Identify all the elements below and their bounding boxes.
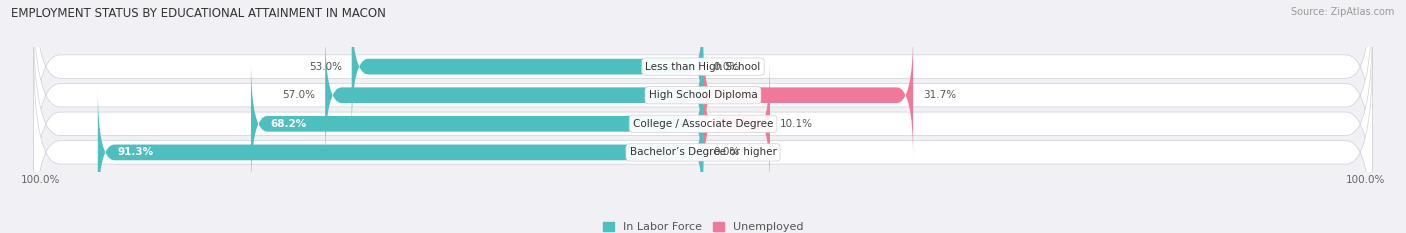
FancyBboxPatch shape bbox=[703, 60, 770, 187]
Text: 91.3%: 91.3% bbox=[118, 147, 153, 158]
FancyBboxPatch shape bbox=[34, 21, 1372, 226]
FancyBboxPatch shape bbox=[325, 32, 703, 159]
Text: 31.7%: 31.7% bbox=[924, 90, 956, 100]
Text: Source: ZipAtlas.com: Source: ZipAtlas.com bbox=[1291, 7, 1395, 17]
Text: 53.0%: 53.0% bbox=[309, 62, 342, 72]
FancyBboxPatch shape bbox=[703, 32, 912, 159]
FancyBboxPatch shape bbox=[34, 0, 1372, 169]
FancyBboxPatch shape bbox=[98, 89, 703, 216]
Text: Less than High School: Less than High School bbox=[645, 62, 761, 72]
Text: 0.0%: 0.0% bbox=[713, 147, 740, 158]
Text: EMPLOYMENT STATUS BY EDUCATIONAL ATTAINMENT IN MACON: EMPLOYMENT STATUS BY EDUCATIONAL ATTAINM… bbox=[11, 7, 387, 20]
Text: 0.0%: 0.0% bbox=[713, 62, 740, 72]
Text: Bachelor’s Degree or higher: Bachelor’s Degree or higher bbox=[630, 147, 776, 158]
Text: High School Diploma: High School Diploma bbox=[648, 90, 758, 100]
Text: 57.0%: 57.0% bbox=[283, 90, 315, 100]
FancyBboxPatch shape bbox=[250, 60, 703, 187]
FancyBboxPatch shape bbox=[352, 3, 703, 130]
Legend: In Labor Force, Unemployed: In Labor Force, Unemployed bbox=[603, 222, 803, 232]
Text: 68.2%: 68.2% bbox=[271, 119, 307, 129]
Text: 10.1%: 10.1% bbox=[780, 119, 813, 129]
FancyBboxPatch shape bbox=[34, 50, 1372, 233]
Text: College / Associate Degree: College / Associate Degree bbox=[633, 119, 773, 129]
FancyBboxPatch shape bbox=[34, 0, 1372, 198]
